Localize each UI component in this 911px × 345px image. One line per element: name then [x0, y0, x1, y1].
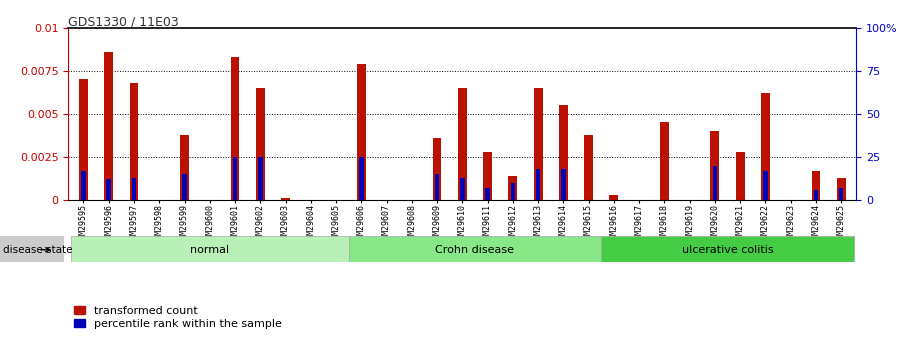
Bar	[839, 188, 844, 200]
Bar	[460, 178, 465, 200]
Bar	[107, 179, 111, 200]
Bar	[561, 169, 566, 200]
Bar	[357, 64, 365, 200]
Bar	[814, 190, 818, 200]
Bar	[559, 105, 568, 200]
Text: Crohn disease: Crohn disease	[435, 245, 515, 255]
Bar	[81, 171, 86, 200]
Bar	[660, 122, 669, 200]
Bar	[458, 88, 466, 200]
Bar	[433, 138, 442, 200]
Bar	[256, 88, 265, 200]
Bar	[349, 236, 601, 262]
Bar	[609, 195, 619, 200]
Bar	[129, 83, 138, 200]
Bar	[837, 178, 845, 200]
Bar	[584, 135, 593, 200]
Bar	[534, 88, 543, 200]
Bar	[71, 236, 349, 262]
Bar	[483, 152, 492, 200]
Bar	[359, 157, 363, 200]
Text: normal: normal	[190, 245, 230, 255]
Bar	[180, 135, 189, 200]
Bar	[132, 178, 137, 200]
Bar	[258, 157, 262, 200]
Bar	[79, 79, 87, 200]
Bar	[601, 236, 854, 262]
Bar	[712, 166, 717, 200]
Bar	[536, 169, 540, 200]
Bar	[736, 152, 744, 200]
Bar	[486, 188, 490, 200]
Bar	[761, 93, 770, 200]
Text: disease state: disease state	[4, 245, 73, 255]
Bar	[763, 171, 768, 200]
Bar	[510, 183, 515, 200]
Bar	[812, 171, 820, 200]
Bar	[182, 174, 187, 200]
Bar	[508, 176, 517, 200]
Legend: transformed count, percentile rank within the sample: transformed count, percentile rank withi…	[74, 306, 281, 329]
Text: ulcerative colitis: ulcerative colitis	[681, 245, 773, 255]
Text: GDS1330 / 11E03: GDS1330 / 11E03	[68, 16, 179, 29]
Bar	[232, 157, 237, 200]
Bar	[105, 52, 113, 200]
Bar	[435, 174, 439, 200]
Bar	[281, 198, 290, 200]
Bar	[711, 131, 720, 200]
Bar	[230, 57, 240, 200]
